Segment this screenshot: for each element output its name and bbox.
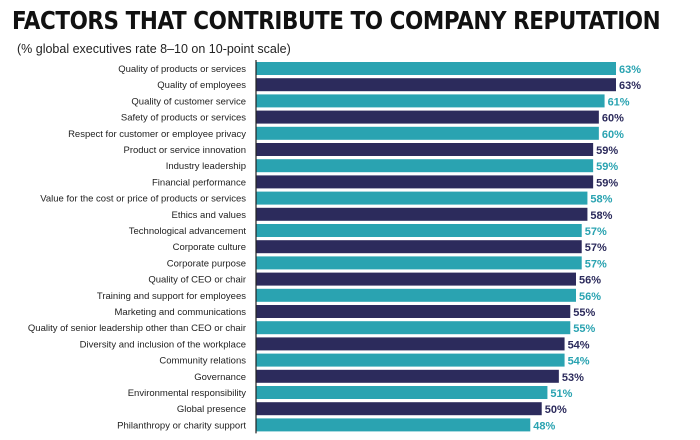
value-label: 57% xyxy=(585,226,607,238)
value-label: 51% xyxy=(550,388,572,400)
value-label: 48% xyxy=(533,420,555,432)
bar xyxy=(256,110,599,124)
value-label: 50% xyxy=(545,404,567,416)
category-label: Marketing and communications xyxy=(115,307,247,318)
bar xyxy=(256,369,559,383)
value-label: 60% xyxy=(602,129,624,141)
value-label: 56% xyxy=(579,275,601,287)
value-label: 59% xyxy=(596,161,618,173)
bar xyxy=(256,386,548,399)
chart-subtitle: (% global executives rate 8–10 on 10-poi… xyxy=(17,42,291,56)
category-label: Safety of products or services xyxy=(121,113,246,124)
bar xyxy=(256,78,616,92)
category-label: Quality of senior leadership other than … xyxy=(28,323,246,334)
value-label: 57% xyxy=(585,258,607,270)
value-label: 59% xyxy=(596,145,618,157)
bar xyxy=(256,126,599,140)
category-label: Governance xyxy=(194,372,246,383)
bar xyxy=(256,159,594,173)
bar xyxy=(256,240,582,254)
bar xyxy=(256,207,588,221)
bar xyxy=(256,143,594,156)
category-label: Global presence xyxy=(177,404,246,415)
category-label: Ethics and values xyxy=(172,210,247,221)
chart-title: FACTORS THAT CONTRIBUTE TO COMPANY REPUT… xyxy=(12,6,661,35)
category-label: Corporate culture xyxy=(173,242,246,253)
category-label: Community relations xyxy=(159,356,246,367)
category-label: Financial performance xyxy=(152,177,246,188)
value-label: 57% xyxy=(585,242,607,254)
bar xyxy=(256,402,542,416)
bar xyxy=(256,191,588,205)
value-label: 55% xyxy=(573,323,595,335)
bar xyxy=(256,62,616,75)
category-label: Technological advancement xyxy=(129,226,247,237)
bar xyxy=(256,175,594,189)
bar xyxy=(256,305,571,318)
category-label: Quality of products or services xyxy=(118,64,246,75)
bar xyxy=(256,256,582,270)
bar xyxy=(256,321,571,335)
category-label: Quality of employees xyxy=(157,80,246,91)
value-label: 54% xyxy=(568,356,590,368)
category-label: Quality of customer service xyxy=(131,96,246,107)
category-label: Quality of CEO or chair xyxy=(148,275,246,286)
bar xyxy=(256,418,531,432)
bar xyxy=(256,337,565,351)
bar xyxy=(256,353,565,367)
value-label: 61% xyxy=(608,96,630,108)
value-label: 53% xyxy=(562,372,584,384)
value-label: 59% xyxy=(596,177,618,189)
category-label: Product or service innovation xyxy=(123,145,246,156)
category-label: Diversity and inclusion of the workplace xyxy=(80,339,246,350)
bar xyxy=(256,272,576,286)
value-label: 58% xyxy=(590,210,612,222)
category-label: Philanthropy or charity support xyxy=(117,420,246,431)
category-label: Corporate purpose xyxy=(167,258,246,269)
bar xyxy=(256,94,605,108)
value-label: 63% xyxy=(619,80,641,92)
category-label: Value for the cost or price of products … xyxy=(40,194,246,205)
category-label: Respect for customer or employee privacy xyxy=(68,129,246,140)
value-label: 60% xyxy=(602,113,624,125)
category-label: Industry leadership xyxy=(166,161,246,172)
bar xyxy=(256,224,582,237)
category-label: Training and support for employees xyxy=(97,291,246,302)
bar xyxy=(256,288,576,302)
value-label: 55% xyxy=(573,307,595,319)
value-label: 63% xyxy=(619,64,641,76)
category-label: Environmental responsibility xyxy=(128,388,247,399)
value-label: 58% xyxy=(590,194,612,206)
value-label: 54% xyxy=(568,339,590,351)
value-label: 56% xyxy=(579,291,601,303)
